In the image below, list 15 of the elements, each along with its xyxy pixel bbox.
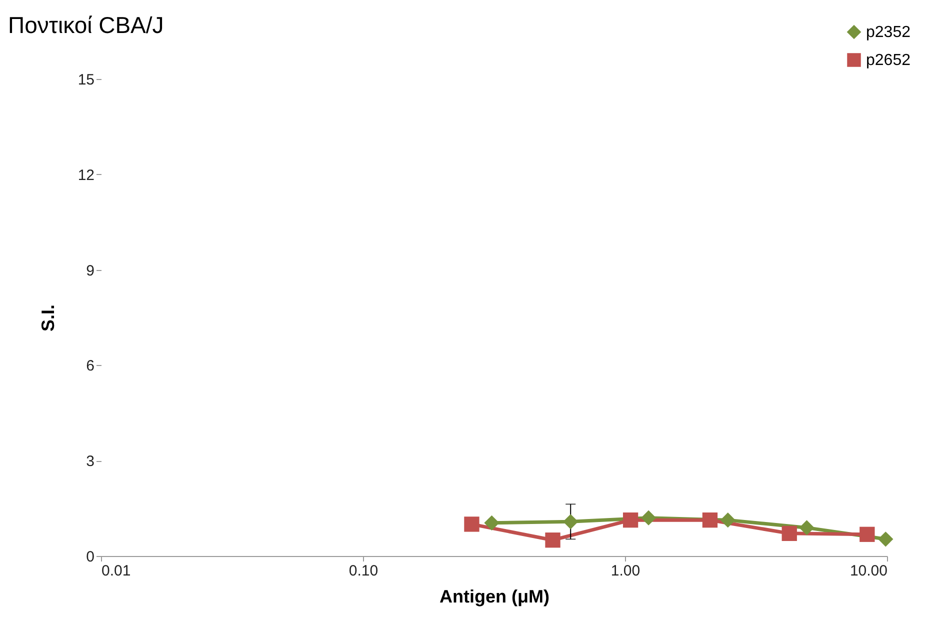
- y-tick-label: 15: [78, 72, 94, 88]
- y-tick-label: 12: [78, 166, 94, 184]
- x-tick-label: 0.01: [102, 562, 131, 580]
- x-tick-label: 0.10: [348, 562, 378, 580]
- y-axis-title: S.I.: [38, 304, 58, 332]
- y-tick-label: 3: [86, 453, 94, 470]
- x-tick-label: 10.00: [850, 562, 888, 580]
- y-tick-label: 6: [86, 358, 94, 375]
- x-tick-label: 1.00: [610, 562, 640, 580]
- legend-label: p2352: [866, 24, 911, 41]
- legend-label: p2652: [866, 52, 911, 69]
- y-tick-label: 0: [86, 548, 94, 566]
- x-axis-title: Antigen (μM): [440, 586, 550, 606]
- y-tick-label: 9: [86, 262, 94, 280]
- chart-title: Ποντικοί CBA/J: [8, 12, 164, 38]
